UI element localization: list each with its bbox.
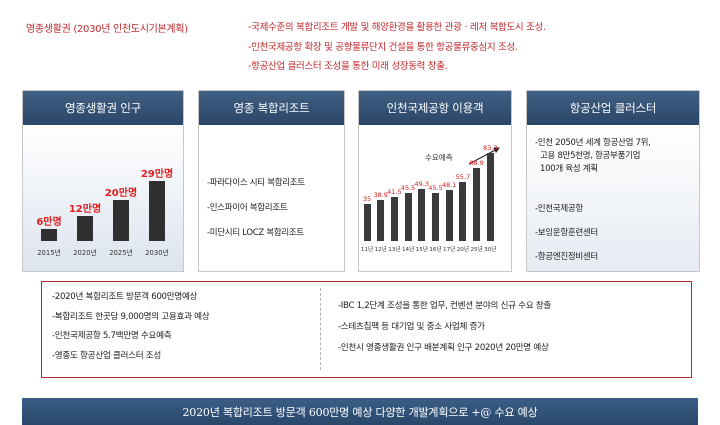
list-item: -항공엔진정비센터 — [535, 252, 598, 262]
data-label: 20만명 — [104, 187, 138, 199]
bar-17년 — [445, 190, 453, 241]
header-bullet: -인천국제공항 확장 및 공항물류단지 건설을 통한 항공물류중심지 조성. — [248, 41, 518, 53]
bar-2030년 — [149, 181, 165, 241]
x-tick-label: 15년 — [415, 247, 428, 253]
x-tick-label: 16년 — [429, 247, 442, 253]
airport-chart: 수요예측 35 11년 38.9 12년 41.5 13년 45.5 14년 49.3 15년 45… — [359, 125, 511, 271]
resort-panel-title: 영종 복합리조트 — [199, 91, 344, 125]
bar-2020년 — [77, 216, 93, 241]
list-item: -IBC 1,2단계 조성을 통한 업무, 컨벤션 분야의 신규 수요 창출 — [338, 301, 551, 311]
bar-20년 — [459, 182, 467, 241]
bar-11년 — [363, 204, 371, 241]
bar-30년 — [486, 153, 494, 241]
bar-25년 — [473, 168, 481, 241]
list-item: -인천국제공항 5.7백만명 수요예측 — [52, 331, 172, 341]
aviation-lead: -인천 2050년 세계 항공산업 7위, 고용 8만5천명, 항공부품기업 1… — [535, 137, 651, 176]
list-item: -영종도 항공산업 클러스터 조성 — [52, 350, 161, 361]
summary-left: -2020년 복합리조트 방문객 600만명예상 -복합리조트 한곳당 9,00… — [52, 288, 210, 366]
list-item: -인천시 영종생활권 인구 배분계획 인구 2020년 20만명 예상 — [338, 343, 549, 353]
x-tick-label: 2015년 — [37, 249, 61, 257]
data-label: 41.5 — [387, 188, 402, 197]
bar-12년 — [377, 199, 385, 241]
list-item: -스테츠칩팩 등 대기업 및 중소 사업체 증가 — [338, 322, 485, 332]
x-tick-label: 13년 — [388, 247, 401, 253]
x-tick-label: 17년 — [443, 247, 456, 253]
aviation-panel: 항공산업 클러스터 -인천 2050년 세계 항공산업 7위, 고용 8만5천명… — [526, 90, 700, 272]
header-title: 영종생활권 (2030년 인천도시기본계획) — [26, 24, 188, 35]
resort-panel: 영종 복합리조트 -파라다이스 시티 복합리조트 -인스파이어 복합리조트 -미… — [198, 90, 345, 272]
data-label: 45.5 — [428, 183, 443, 192]
data-label: 48.1 — [441, 181, 457, 190]
forecast-arrow-icon — [468, 147, 500, 165]
summary-right: -IBC 1,2단계 조성을 통한 업무, 컨벤션 분야의 신규 수요 창출 -… — [338, 296, 551, 359]
x-tick-label: 14년 — [401, 247, 415, 253]
list-item: -인천 2050년 세계 항공산업 7위, — [535, 138, 651, 148]
bar-16년 — [432, 192, 439, 241]
summary-box: -2020년 복합리조트 방문객 600만명예상 -복합리조트 한곳당 9,00… — [41, 281, 692, 378]
population-panel-title: 영종생활권 인구 — [23, 91, 183, 125]
data-label: 55.7 — [455, 173, 471, 182]
bar-2015년 — [41, 228, 57, 241]
bar-2025년 — [113, 199, 129, 241]
list-item: -인스파이어 복합리조트 — [207, 203, 288, 213]
x-tick-label: 30년 — [484, 247, 497, 253]
data-label: 45.5 — [400, 183, 416, 192]
aviation-panel-title: 항공산업 클러스터 — [527, 91, 699, 125]
x-tick-label: 20년 — [456, 247, 470, 253]
x-tick-label: 25년 — [470, 247, 483, 253]
data-label: 83.3 — [483, 144, 498, 152]
airport-panel-title: 인천국제공항 이용객 — [359, 91, 511, 125]
bar-13년 — [390, 197, 398, 241]
bar-14년 — [404, 192, 412, 241]
summary-divider — [320, 288, 321, 370]
data-label: 6만명 — [36, 216, 62, 228]
summary-banner: 2020년 복합리조트 방문객 600만명 예상 다양한 개발계획으로 +@ 수… — [22, 398, 698, 425]
list-item: -인천국제공항 — [535, 204, 583, 214]
population-panel: 영종생활권 인구 6만명 2015년 12만명 2020년 20만명 2025년 29만명 2… — [22, 90, 184, 272]
x-tick-label: 2030년 — [145, 249, 169, 257]
data-label: 12만명 — [68, 204, 102, 216]
forecast-annotation: 수요예측 — [425, 153, 453, 162]
header-bullet: -국제수준의 복합리조트 개발 및 해양환경을 활용한 관광ㆍ레저 복합도시 조… — [248, 22, 546, 33]
x-tick-label: 2020년 — [73, 249, 97, 257]
list-item: -미단시티 LOCZ 복합리조트 — [207, 228, 304, 238]
data-label: 38.9 — [373, 190, 388, 199]
list-item: 고용 8만5천명, 항공부품기업 — [540, 151, 641, 161]
list-item: -파라다이스 시티 복합리조트 — [207, 178, 305, 188]
data-label: 68.9 — [469, 159, 484, 168]
population-chart: 6만명 2015년 12만명 2020년 20만명 2025년 29만명 2030년 — [23, 125, 183, 271]
airport-panel: 인천국제공항 이용객 수요예측 35 11년 38.9 12년 41.5 13년 45.5 1… — [358, 90, 512, 272]
list-item: -2020년 복합리조트 방문객 600만명예상 — [52, 292, 198, 302]
data-label: 35 — [362, 195, 372, 204]
resort-list: -파라다이스 시티 복합리조트 -인스파이어 복합리조트 -미단시티 LOCZ … — [207, 171, 305, 246]
list-item: -보잉운항훈련센터 — [535, 228, 598, 238]
header-bullets: -국제수준의 복합리조트 개발 및 해양환경을 활용한 관광ㆍ레저 복합도시 조… — [248, 18, 546, 77]
header-bullet: -항공산업 클러스터 조성을 통한 미래 성장동력 창출. — [248, 61, 448, 73]
x-tick-label: 11년 — [360, 247, 374, 253]
x-tick-label: 2025년 — [109, 249, 133, 257]
list-item: 100개 육성 계획 — [540, 164, 598, 174]
data-label: 49.3 — [414, 179, 430, 188]
list-item: -복합리조트 한곳당 9,000명의 고용효과 예상 — [52, 311, 210, 322]
x-tick-label: 12년 — [374, 247, 387, 253]
bar-15년 — [418, 188, 426, 241]
aviation-list: -인천국제공항 -보잉운항훈련센터 -항공엔진정비센터 — [535, 197, 598, 269]
data-label: 29만명 — [140, 169, 174, 180]
